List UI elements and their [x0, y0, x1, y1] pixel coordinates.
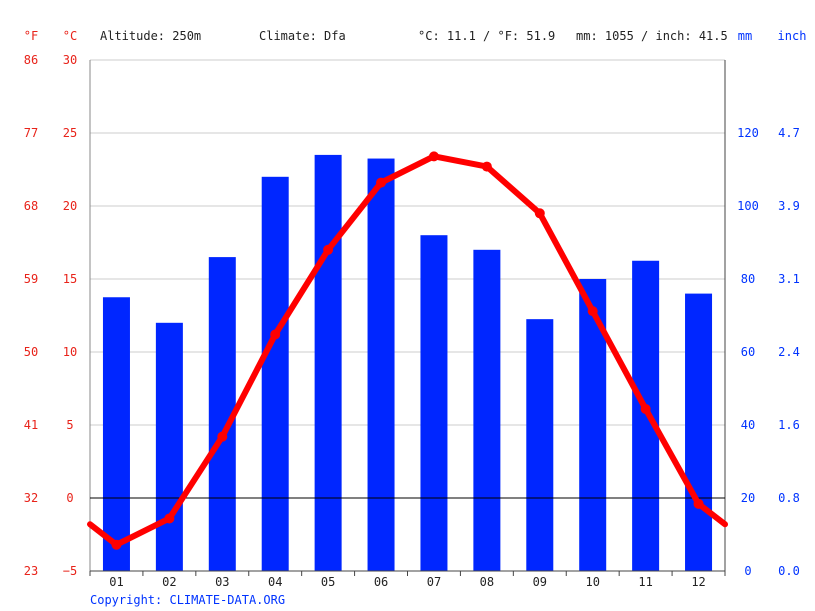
unit-inch-label: inch — [778, 29, 807, 43]
month-tick-label: 04 — [268, 575, 282, 589]
temperature-point — [587, 306, 598, 317]
temperature-point — [164, 513, 175, 524]
precipitation-bar — [473, 249, 501, 572]
celsius-tick-label: 15 — [63, 272, 77, 286]
precipitation-total-label: mm: 1055 / inch: 41.5 — [576, 29, 728, 43]
fahrenheit-tick-label: 50 — [24, 345, 38, 359]
fahrenheit-tick-label: 59 — [24, 272, 38, 286]
fahrenheit-tick-label: 86 — [24, 53, 38, 67]
temperature-line-group — [87, 151, 728, 550]
inch-tick-label: 2.4 — [778, 345, 800, 359]
inch-tick-label: 3.1 — [778, 272, 800, 286]
temperature-point — [270, 329, 281, 340]
celsius-tick-label: 30 — [63, 53, 77, 67]
axes — [89, 60, 726, 576]
precipitation-bars — [102, 154, 713, 572]
mm-tick-label: 60 — [741, 345, 755, 359]
month-tick-label: 05 — [321, 575, 335, 589]
precipitation-bar — [685, 293, 713, 571]
temperature-point — [481, 161, 492, 172]
month-tick-label: 11 — [638, 575, 652, 589]
celsius-tick-label: −5 — [63, 564, 77, 578]
inch-tick-label: 0.0 — [778, 564, 800, 578]
temperature-point — [217, 431, 228, 442]
copyright-label: Copyright: CLIMATE-DATA.ORG — [90, 593, 285, 607]
month-tick-label: 06 — [374, 575, 388, 589]
header-row: °F °C Altitude: 250m Climate: Dfa °C: 11… — [24, 29, 807, 43]
fahrenheit-tick-label: 32 — [24, 491, 38, 505]
precipitation-bar — [155, 322, 183, 571]
temperature-point — [428, 151, 439, 162]
mm-tick-label: 40 — [741, 418, 755, 432]
inch-tick-label: 1.6 — [778, 418, 800, 432]
altitude-label: Altitude: 250m — [100, 29, 201, 43]
precipitation-bar — [526, 319, 554, 571]
month-tick-label: 02 — [162, 575, 176, 589]
unit-fahrenheit-label: °F — [24, 29, 38, 43]
month-tick-label: 09 — [533, 575, 547, 589]
temperature-point — [323, 244, 334, 255]
fahrenheit-tick-label: 68 — [24, 199, 38, 213]
celsius-tick-label: 5 — [66, 418, 73, 432]
fahrenheit-tick-label: 77 — [24, 126, 38, 140]
unit-mm-label: mm — [738, 29, 752, 43]
inch-tick-label: 0.8 — [778, 491, 800, 505]
precipitation-bar — [261, 176, 289, 572]
grid-lines — [90, 59, 725, 426]
climate-label: Climate: Dfa — [259, 29, 346, 43]
precipitation-bar — [367, 158, 395, 572]
temperature-point — [376, 177, 387, 188]
celsius-tick-label: 20 — [63, 199, 77, 213]
month-tick-label: 08 — [480, 575, 494, 589]
precipitation-bar — [632, 260, 660, 571]
celsius-tick-label: 25 — [63, 126, 77, 140]
temperature-point — [640, 403, 651, 414]
mm-tick-label: 0 — [744, 564, 751, 578]
mm-tick-label: 80 — [741, 272, 755, 286]
fahrenheit-tick-label: 41 — [24, 418, 38, 432]
temperature-point — [534, 208, 545, 219]
temperature-average-label: °C: 11.1 / °F: 51.9 — [418, 29, 555, 43]
precipitation-bar — [314, 154, 342, 571]
temperature-point — [111, 539, 122, 550]
month-tick-label: 10 — [585, 575, 599, 589]
mm-tick-label: 100 — [737, 199, 759, 213]
celsius-tick-label: 10 — [63, 345, 77, 359]
precipitation-bar — [420, 235, 448, 571]
inch-tick-label: 3.9 — [778, 199, 800, 213]
celsius-tick-label: 0 — [66, 491, 73, 505]
temperature-line — [87, 153, 728, 548]
mm-tick-label: 20 — [741, 491, 755, 505]
unit-celsius-label: °C — [63, 29, 77, 43]
inch-tick-label: 4.7 — [778, 126, 800, 140]
month-tick-label: 07 — [427, 575, 441, 589]
month-tick-label: 03 — [215, 575, 229, 589]
precipitation-bar — [102, 297, 130, 571]
month-tick-label: 01 — [109, 575, 123, 589]
mm-tick-label: 120 — [737, 126, 759, 140]
temperature-point — [693, 498, 704, 509]
fahrenheit-tick-label: 23 — [24, 564, 38, 578]
tick-labels: −5 23 0 32 5 41 10 50 15 59 20 68 25 77 30 86 0 0.0 20 0.8 4… — [24, 53, 800, 589]
month-tick-label: 12 — [691, 575, 705, 589]
